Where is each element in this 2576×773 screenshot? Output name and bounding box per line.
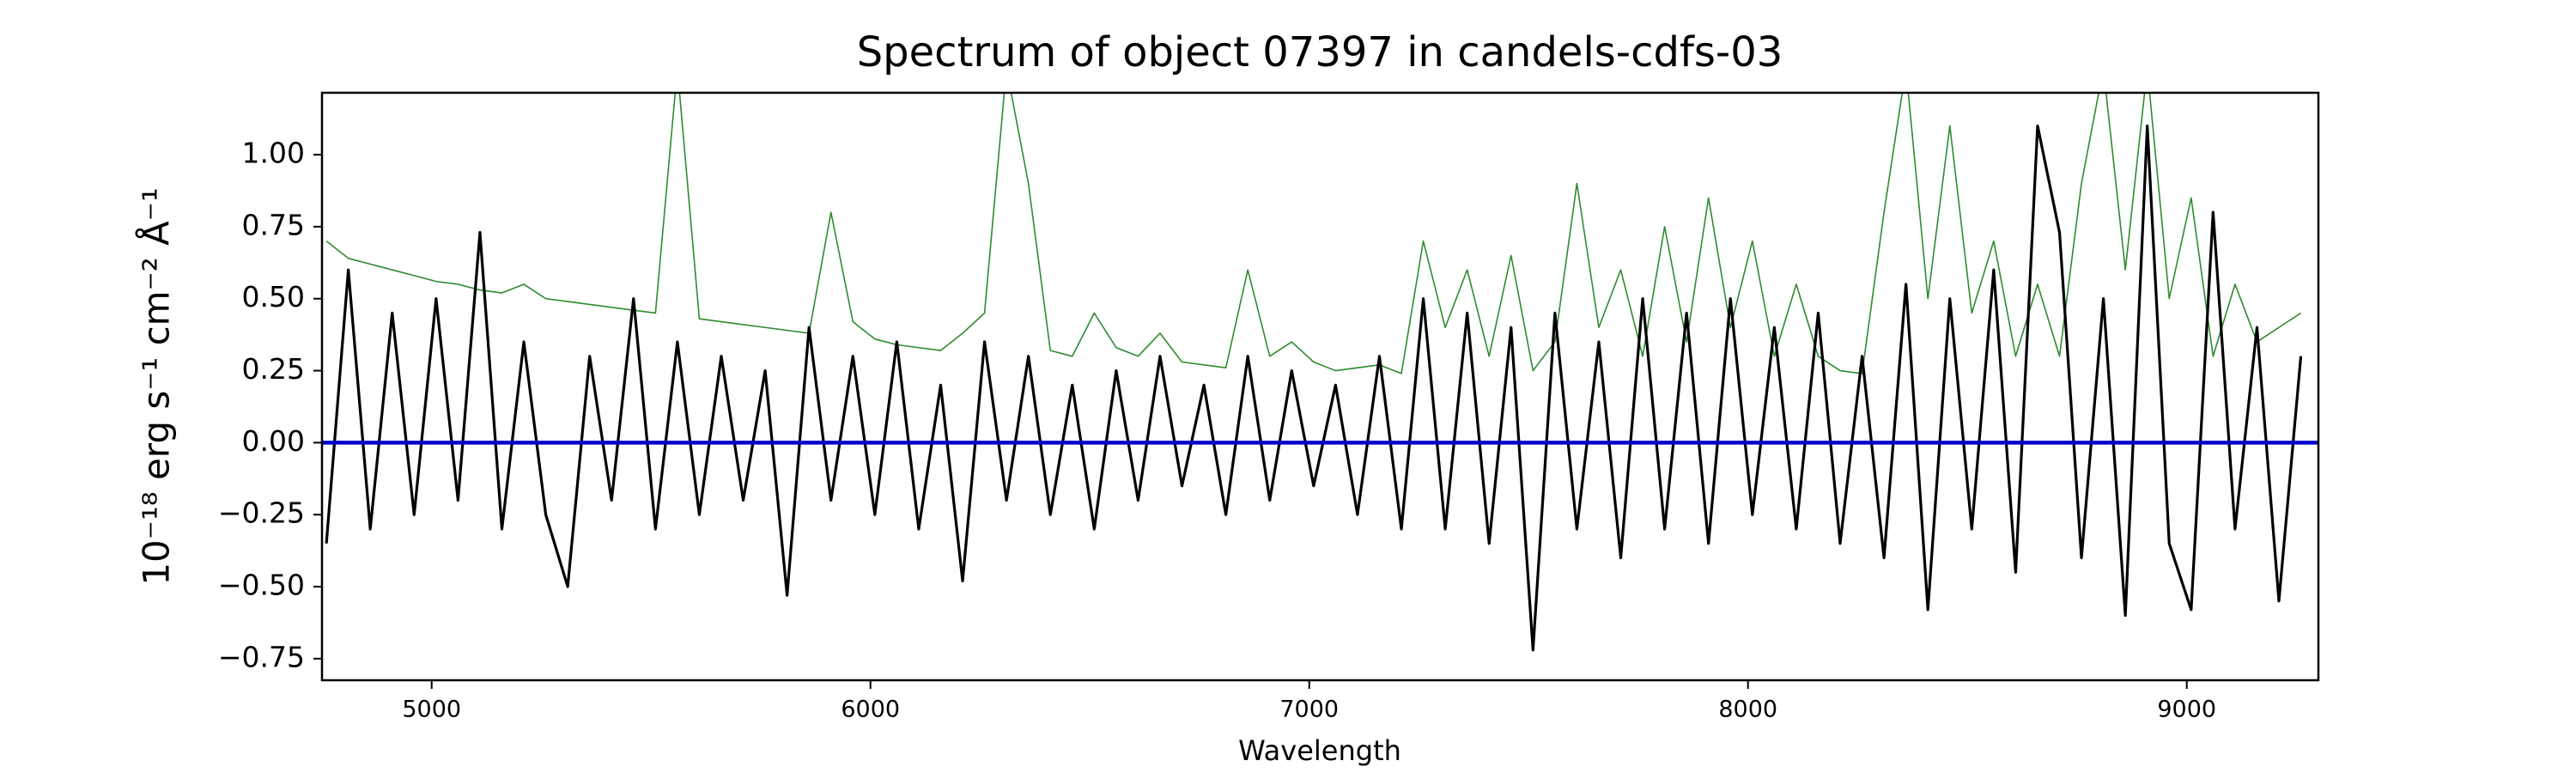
y-tick-label: 1.00 (242, 137, 305, 170)
x-tick-label: 6000 (841, 697, 900, 723)
plot-lines (322, 93, 2318, 652)
spectrum-line (325, 93, 2301, 374)
y-tick-label: 0.25 (242, 352, 305, 386)
spectrum-line (325, 124, 2303, 652)
plot-frame (320, 91, 2320, 682)
y-tick-label: −0.75 (218, 640, 305, 673)
y-axis-label: 10⁻¹⁸ erg s⁻¹ cm⁻² Å⁻¹ (135, 187, 178, 585)
x-tick-label: 7000 (1279, 697, 1339, 723)
y-tick-label: 0.00 (242, 424, 305, 458)
x-tick-label: 9000 (2157, 697, 2216, 723)
y-tick-label: 0.75 (242, 208, 305, 241)
y-tick-label: 0.50 (242, 280, 305, 313)
x-tick-label: 5000 (402, 697, 461, 723)
y-tick-label: −0.50 (218, 569, 305, 602)
x-axis-label: Wavelength (1238, 734, 1401, 767)
y-tick-label: −0.25 (218, 496, 305, 530)
chart-title: Spectrum of object 07397 in candels-cdfs… (857, 28, 1783, 76)
x-tick-label: 8000 (1718, 697, 1777, 723)
